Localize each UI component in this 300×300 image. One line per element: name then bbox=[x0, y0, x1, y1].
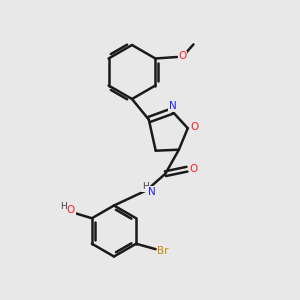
Text: H: H bbox=[60, 202, 67, 211]
Text: H: H bbox=[142, 182, 149, 191]
Text: Br: Br bbox=[157, 246, 169, 256]
Text: N: N bbox=[148, 187, 156, 197]
Text: O: O bbox=[190, 122, 199, 132]
Text: N: N bbox=[169, 101, 177, 111]
Text: O: O bbox=[190, 164, 198, 174]
Text: O: O bbox=[178, 51, 187, 62]
Text: O: O bbox=[67, 206, 75, 215]
